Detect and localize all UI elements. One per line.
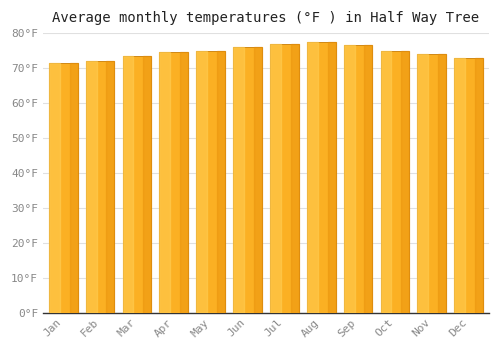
Bar	[344, 46, 354, 313]
Bar	[328, 42, 336, 313]
Bar	[290, 44, 298, 313]
Bar	[144, 56, 152, 313]
Bar	[401, 51, 409, 313]
Bar	[438, 54, 446, 313]
Bar	[196, 51, 225, 313]
Bar	[160, 52, 188, 313]
Bar	[307, 42, 336, 313]
Bar	[270, 44, 298, 313]
Bar	[475, 58, 483, 313]
Bar	[196, 51, 207, 313]
Bar	[307, 42, 318, 313]
Bar	[454, 58, 465, 313]
Bar	[86, 61, 96, 313]
Bar	[217, 51, 225, 313]
Bar	[49, 63, 60, 313]
Bar	[180, 52, 188, 313]
Bar	[364, 46, 372, 313]
Bar	[122, 56, 152, 313]
Bar	[160, 52, 170, 313]
Title: Average monthly temperatures (°F ) in Half Way Tree: Average monthly temperatures (°F ) in Ha…	[52, 11, 480, 25]
Bar	[49, 63, 78, 313]
Bar	[254, 47, 262, 313]
Bar	[344, 46, 372, 313]
Bar	[270, 44, 281, 313]
Bar	[418, 54, 446, 313]
Bar	[380, 51, 392, 313]
Bar	[380, 51, 410, 313]
Bar	[122, 56, 134, 313]
Bar	[86, 61, 114, 313]
Bar	[233, 47, 262, 313]
Bar	[70, 63, 78, 313]
Bar	[454, 58, 483, 313]
Bar	[106, 61, 114, 313]
Bar	[233, 47, 244, 313]
Bar	[418, 54, 428, 313]
